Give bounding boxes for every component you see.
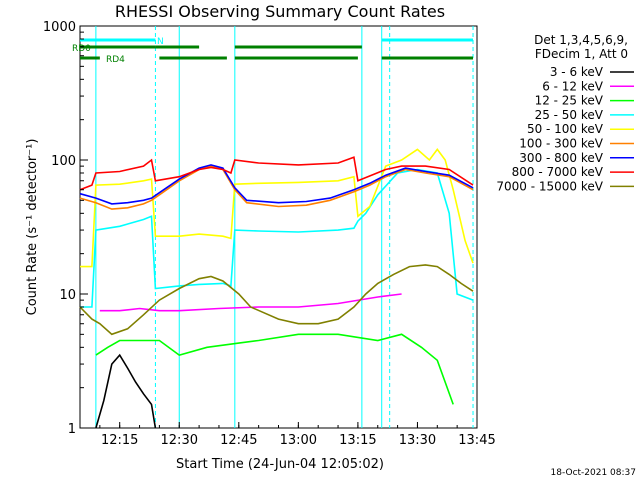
attenuator-bars: N RD0 RD4 (72, 37, 474, 65)
legend-header-1: FDecim 1, Att 0 (535, 47, 628, 61)
x-tick-label-2: 12:45 (220, 433, 257, 448)
legend-label-8: 7000 - 15000 keV (496, 179, 603, 193)
x-tick-label-0: 12:15 (101, 433, 138, 448)
y-axis-ticks: 1 10 100 1000 (43, 20, 88, 437)
x-tick-label-5: 13:30 (399, 433, 436, 448)
plot-frame (79, 25, 478, 429)
x-tick-label-3: 13:00 (280, 433, 317, 448)
footer-stamp: 18-Oct-2021 08:37 (551, 468, 636, 478)
legend-label-2: 12 - 25 keV (535, 94, 604, 108)
series-lines (79, 148, 474, 429)
y-axis-label: Count Rate (s⁻¹ detector⁻¹) (25, 139, 40, 316)
bar-label-rd4: RD4 (106, 55, 125, 65)
series-line-4 (80, 148, 474, 268)
series-line-7 (79, 156, 474, 191)
y-tick-label-0: 1 (68, 422, 76, 437)
series-line-5 (79, 165, 474, 210)
x-axis-ticks: 12:15 12:30 12:45 13:00 13:15 13:30 13:45 (79, 422, 496, 448)
series-line-0 (95, 353, 157, 429)
legend-label-0: 3 - 6 keV (550, 65, 604, 79)
bar-label-rd0: RD0 (72, 44, 91, 54)
legend-label-3: 25 - 50 keV (535, 108, 604, 122)
vertical-markers (95, 26, 474, 428)
x-tick-label-1: 12:30 (161, 433, 198, 448)
series-line-2 (95, 333, 454, 405)
chart-title: RHESSI Observing Summary Count Rates (115, 2, 445, 21)
x-tick-label-4: 13:15 (339, 433, 376, 448)
legend: Det 1,3,4,5,6,9,FDecim 1, Att 0 3 - 6 keV… (496, 33, 634, 193)
x-tick-label-6: 13:45 (458, 433, 495, 448)
x-axis-label: Start Time (24-Jun-04 12:05:02) (176, 457, 384, 472)
legend-label-5: 100 - 300 keV (519, 137, 603, 151)
legend-label-1: 6 - 12 keV (542, 79, 604, 93)
legend-label-7: 800 - 7000 keV (512, 165, 604, 179)
legend-header-0: Det 1,3,4,5,6,9, (534, 33, 628, 47)
y-tick-label-2: 100 (51, 154, 76, 169)
y-tick-label-3: 1000 (43, 20, 76, 35)
y-tick-label-1: 10 (59, 288, 76, 303)
bar-label-n: N (157, 37, 164, 47)
legend-label-6: 300 - 800 keV (519, 151, 603, 165)
series-line-8 (79, 264, 474, 336)
series-line-6 (79, 164, 474, 205)
legend-label-4: 50 - 100 keV (527, 122, 604, 136)
series-line-3 (80, 168, 474, 308)
series-line-1 (99, 293, 402, 312)
